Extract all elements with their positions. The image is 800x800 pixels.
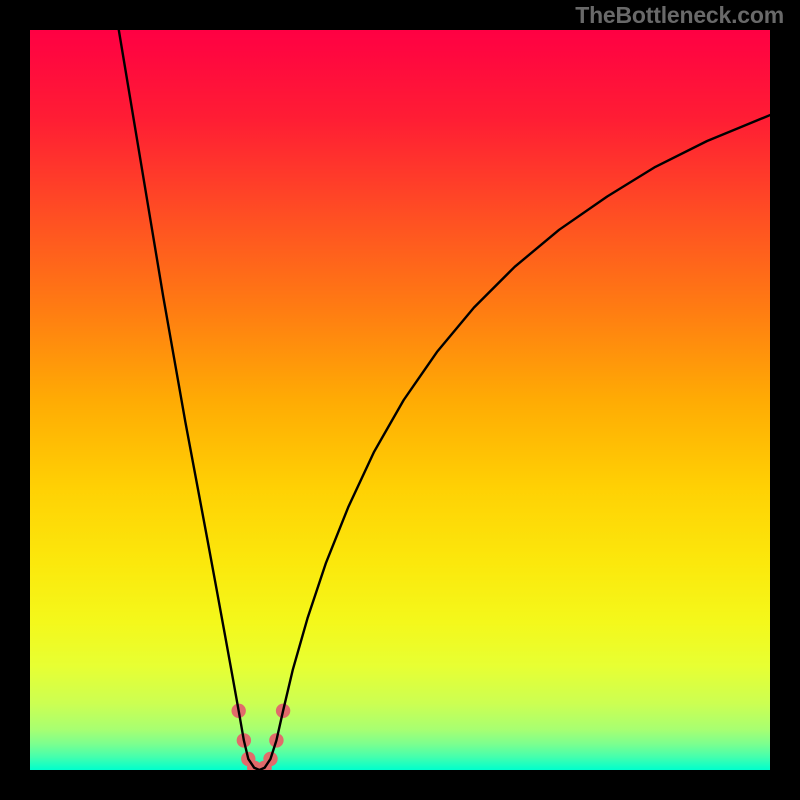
chart-svg (0, 0, 800, 800)
chart-root: TheBottleneck.com (0, 0, 800, 800)
watermark-text: TheBottleneck.com (575, 2, 784, 29)
plot-background (30, 30, 770, 770)
